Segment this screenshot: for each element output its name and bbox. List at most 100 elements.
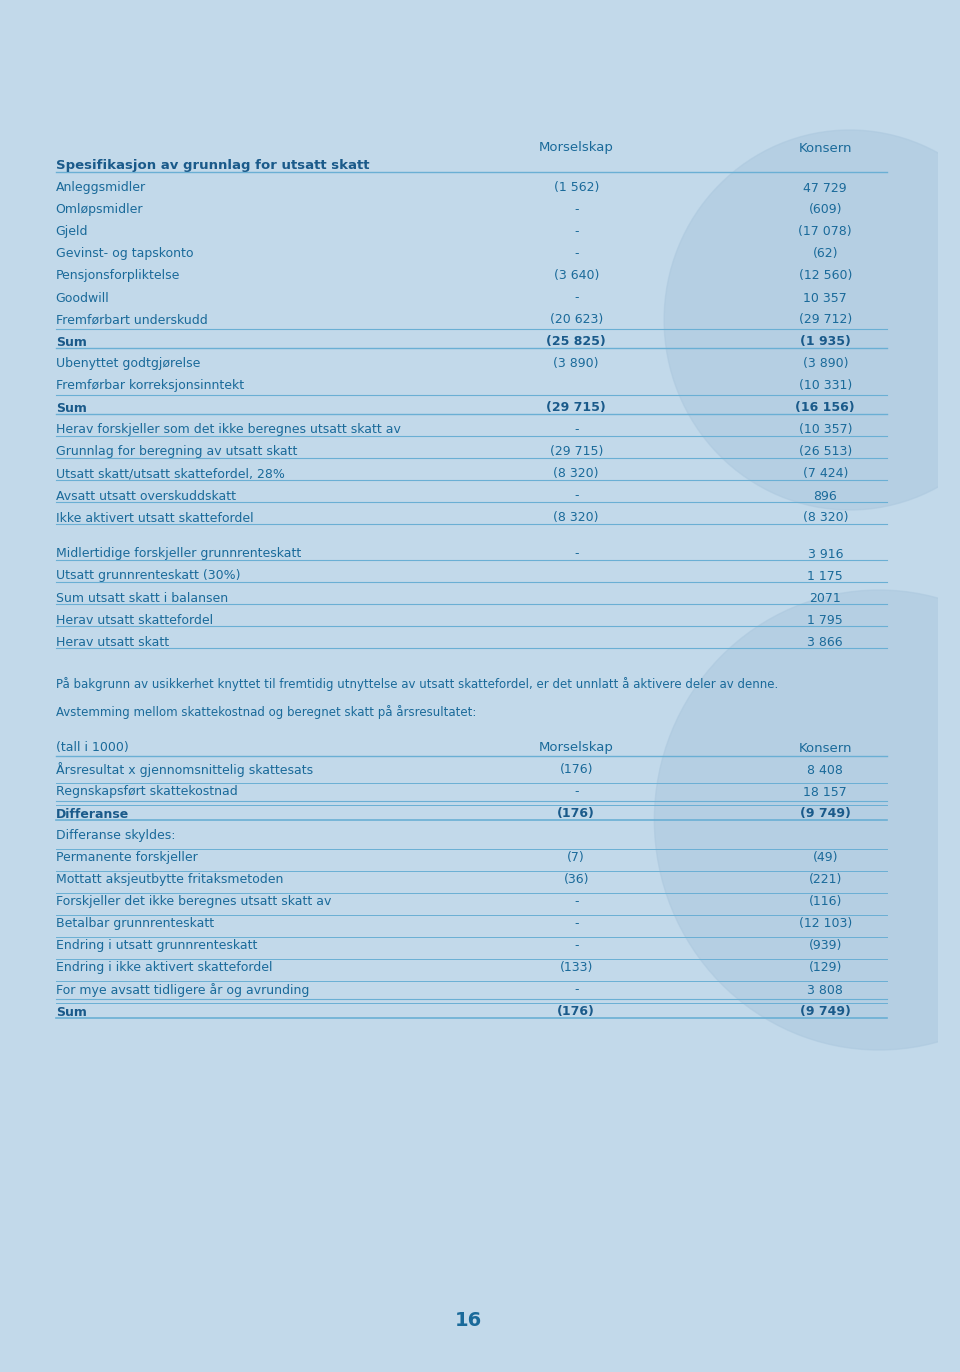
Text: Betalbar grunnrenteskatt: Betalbar grunnrenteskatt [56,918,214,930]
Text: 3 866: 3 866 [807,635,843,649]
Text: 3 916: 3 916 [807,547,843,561]
Text: (133): (133) [560,962,593,974]
Circle shape [655,590,960,1050]
Text: (1 562): (1 562) [554,181,599,195]
Text: (12 560): (12 560) [799,269,852,283]
Text: Anleggsmidler: Anleggsmidler [56,181,146,195]
Text: Endring i utsatt grunnrenteskatt: Endring i utsatt grunnrenteskatt [56,940,257,952]
Text: Differanse skyldes:: Differanse skyldes: [56,830,175,842]
Text: (176): (176) [558,808,595,820]
Text: Fremførbar korreksjonsinntekt: Fremførbar korreksjonsinntekt [56,380,244,392]
Text: Gjeld: Gjeld [56,225,88,239]
Text: -: - [574,918,579,930]
Text: (20 623): (20 623) [549,313,603,327]
Text: (26 513): (26 513) [799,446,852,458]
Text: Omløpsmidler: Omløpsmidler [56,203,143,217]
Text: -: - [574,291,579,305]
Text: 1 175: 1 175 [807,569,843,583]
Text: Spesifikasjon av grunnlag for utsatt skatt: Spesifikasjon av grunnlag for utsatt ska… [56,159,370,173]
Text: 896: 896 [813,490,837,502]
Text: Sum utsatt skatt i balansen: Sum utsatt skatt i balansen [56,591,228,605]
Text: (29 712): (29 712) [799,313,852,327]
Text: Herav forskjeller som det ikke beregnes utsatt skatt av: Herav forskjeller som det ikke beregnes … [56,424,400,436]
Text: (17 078): (17 078) [799,225,852,239]
Circle shape [664,130,960,510]
Text: Utsatt grunnrenteskatt (30%): Utsatt grunnrenteskatt (30%) [56,569,240,583]
Text: Avsatt utsatt overskuddskatt: Avsatt utsatt overskuddskatt [56,490,235,502]
Text: Regnskapsført skattekostnad: Regnskapsført skattekostnad [56,786,237,799]
Text: Mottatt aksjeutbytte fritaksmetoden: Mottatt aksjeutbytte fritaksmetoden [56,874,283,886]
Text: -: - [574,247,579,261]
Text: Morselskap: Morselskap [539,141,613,155]
Text: Ubenyttet godtgjørelse: Ubenyttet godtgjørelse [56,358,200,370]
Text: Gevinst- og tapskonto: Gevinst- og tapskonto [56,247,193,261]
Text: Sum: Sum [56,336,86,348]
Text: Grunnlag for beregning av utsatt skatt: Grunnlag for beregning av utsatt skatt [56,446,297,458]
Text: (221): (221) [808,874,842,886]
Text: (939): (939) [808,940,842,952]
Text: (176): (176) [560,763,593,777]
Text: (25 825): (25 825) [546,336,606,348]
Text: (176): (176) [558,1006,595,1018]
Text: -: - [574,940,579,952]
Text: Herav utsatt skatt: Herav utsatt skatt [56,635,169,649]
Text: (3 890): (3 890) [554,358,599,370]
Text: Pensjonsforpliktelse: Pensjonsforpliktelse [56,269,180,283]
Text: Ikke aktivert utsatt skattefordel: Ikke aktivert utsatt skattefordel [56,512,253,524]
Text: Sum: Sum [56,1006,86,1018]
Text: (116): (116) [808,896,842,908]
Text: (1 935): (1 935) [800,336,851,348]
Text: (3 640): (3 640) [554,269,599,283]
Text: (tall i 1000): (tall i 1000) [56,741,129,755]
Text: På bakgrunn av usikkerhet knyttet til fremtidig utnyttelse av utsatt skatteforde: På bakgrunn av usikkerhet knyttet til fr… [56,676,778,691]
Text: Morselskap: Morselskap [539,741,613,755]
Text: -: - [574,490,579,502]
Text: Konsern: Konsern [799,141,852,155]
Text: (7 424): (7 424) [803,468,848,480]
Text: (29 715): (29 715) [549,446,603,458]
Text: Avstemming mellom skattekostnad og beregnet skatt på årsresultatet:: Avstemming mellom skattekostnad og bereg… [56,705,476,719]
Text: (7): (7) [567,852,585,864]
Text: Forskjeller det ikke beregnes utsatt skatt av: Forskjeller det ikke beregnes utsatt ska… [56,896,331,908]
Text: 3 808: 3 808 [807,984,843,996]
Text: Goodwill: Goodwill [56,291,109,305]
Text: (36): (36) [564,874,589,886]
Text: (29 715): (29 715) [546,402,606,414]
Text: (9 749): (9 749) [800,808,851,820]
Text: (49): (49) [812,852,838,864]
Text: (8 320): (8 320) [803,512,848,524]
Text: -: - [574,424,579,436]
Text: Sum: Sum [56,402,86,414]
Text: -: - [574,225,579,239]
Text: (8 320): (8 320) [554,468,599,480]
Text: 1 795: 1 795 [807,613,843,627]
Text: Midlertidige forskjeller grunnrenteskatt: Midlertidige forskjeller grunnrenteskatt [56,547,300,561]
Text: Herav utsatt skattefordel: Herav utsatt skattefordel [56,613,213,627]
Text: -: - [574,896,579,908]
Text: Endring i ikke aktivert skattefordel: Endring i ikke aktivert skattefordel [56,962,273,974]
Text: -: - [574,984,579,996]
Text: For mye avsatt tidligere år og avrunding: For mye avsatt tidligere år og avrunding [56,982,309,997]
Text: (8 320): (8 320) [554,512,599,524]
Text: -: - [574,786,579,799]
Text: (129): (129) [808,962,842,974]
Text: Utsatt skatt/utsatt skattefordel, 28%: Utsatt skatt/utsatt skattefordel, 28% [56,468,284,480]
Text: (10 331): (10 331) [799,380,852,392]
Text: Permanente forskjeller: Permanente forskjeller [56,852,198,864]
Text: (609): (609) [808,203,842,217]
Text: (12 103): (12 103) [799,918,852,930]
Text: Årsresultat x gjennomsnittelig skattesats: Årsresultat x gjennomsnittelig skattesat… [56,763,313,778]
Text: -: - [574,547,579,561]
Text: (9 749): (9 749) [800,1006,851,1018]
Text: -: - [574,203,579,217]
Text: 47 729: 47 729 [804,181,847,195]
Text: (10 357): (10 357) [799,424,852,436]
Text: 2071: 2071 [809,591,841,605]
Text: 16: 16 [455,1310,483,1329]
Text: (3 890): (3 890) [803,358,848,370]
Text: 8 408: 8 408 [807,763,843,777]
Text: Fremførbart underskudd: Fremførbart underskudd [56,313,207,327]
Text: 10 357: 10 357 [804,291,847,305]
Text: Konsern: Konsern [799,741,852,755]
Text: (16 156): (16 156) [796,402,855,414]
